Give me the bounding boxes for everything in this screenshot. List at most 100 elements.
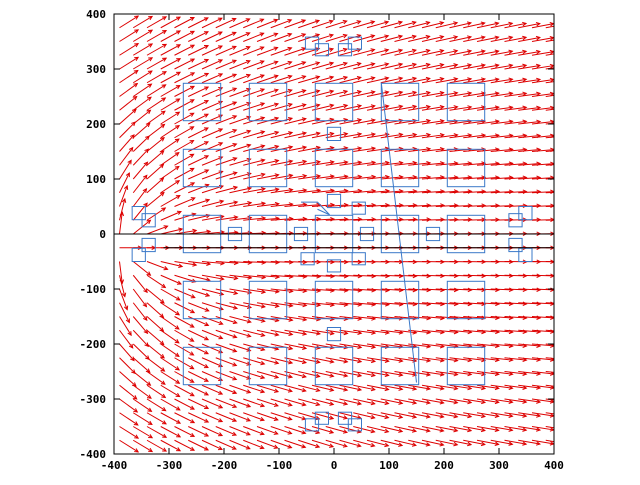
field-arrow-head	[564, 176, 568, 180]
field-arrow-head	[412, 7, 416, 11]
field-arrow	[518, 10, 540, 14]
field-arrow-head	[343, 6, 347, 9]
field-arrow-head	[564, 330, 568, 334]
field-arrow	[340, 454, 361, 460]
field-arrow-head	[301, 458, 305, 461]
field-arrow	[120, 71, 138, 83]
field-arrow	[532, 454, 554, 458]
field-arrow	[133, 3, 152, 14]
field-arrow	[120, 372, 136, 387]
field-arrow	[120, 275, 125, 296]
field-arrow	[147, 330, 164, 344]
field-arrow-head	[246, 5, 250, 8]
field-arrow	[518, 454, 540, 458]
field-arrow-head	[384, 7, 388, 10]
field-arrow	[161, 3, 180, 14]
field-arrow	[188, 4, 208, 14]
field-arrow	[161, 330, 179, 343]
field-arrow-head	[232, 5, 236, 8]
field-arrow	[546, 275, 568, 276]
field-arrow	[298, 454, 319, 461]
field-arrow-head	[564, 23, 568, 27]
large-rectangle	[183, 149, 220, 186]
field-arrow-head	[564, 246, 568, 250]
y-tick-label: 0	[99, 228, 106, 241]
x-tick-label: -300	[156, 459, 183, 472]
field-arrow	[450, 454, 472, 459]
field-arrow	[133, 454, 152, 465]
field-arrow	[147, 275, 165, 287]
x-tick-label: 300	[489, 459, 509, 472]
x-tick-label: -200	[211, 459, 238, 472]
large-rectangle	[249, 149, 286, 186]
field-arrow	[147, 138, 164, 152]
field-arrow-head	[550, 9, 554, 13]
field-arrow	[133, 136, 149, 151]
field-arrow	[120, 97, 137, 111]
field-arrow-head	[260, 459, 264, 462]
field-arrow-head	[564, 106, 568, 110]
y-tick-label: -100	[80, 283, 107, 296]
field-arrow-head	[564, 204, 568, 208]
field-arrow-head	[148, 3, 152, 6]
field-arrow	[147, 192, 164, 206]
field-arrow	[505, 9, 527, 14]
field-arrow	[463, 454, 485, 459]
large-rectangle	[249, 83, 286, 120]
field-arrow	[161, 289, 180, 300]
field-arrow-head	[218, 4, 222, 7]
y-tick-label: -300	[80, 393, 107, 406]
field-arrow	[133, 110, 150, 124]
y-tick-label: 300	[86, 63, 106, 76]
field-arrow-head	[564, 400, 568, 404]
field-arrow	[381, 8, 402, 14]
field-arrow	[147, 289, 164, 303]
x-tick-label: -100	[266, 459, 293, 472]
field-arrow-head	[564, 78, 568, 82]
field-arrow	[546, 220, 568, 221]
field-arrow-head	[453, 8, 457, 12]
field-arrow-head	[564, 316, 568, 320]
field-arrow-head	[536, 9, 540, 13]
field-arrow-head	[564, 64, 568, 68]
large-rectangle	[381, 83, 418, 120]
field-arrow-head	[564, 120, 568, 124]
field-arrow	[147, 344, 164, 358]
field-arrow	[491, 454, 513, 458]
field-arrow-head	[426, 457, 430, 461]
field-arrow	[285, 6, 306, 14]
x-tick-label: 100	[379, 459, 399, 472]
field-arrow	[546, 454, 568, 458]
field-arrow-head	[134, 2, 138, 5]
field-arrow	[367, 8, 388, 14]
field-arrow	[161, 139, 179, 151]
field-arrow-head	[564, 344, 568, 348]
field-arrow	[202, 4, 222, 14]
small-rectangle	[509, 238, 522, 251]
field-arrow-head	[426, 8, 430, 12]
field-arrow	[161, 303, 179, 315]
x-tick-label: 400	[544, 459, 564, 472]
field-arrow	[477, 454, 499, 458]
large-rectangle	[315, 281, 352, 318]
field-arrow	[161, 167, 179, 179]
small-rectangle	[132, 248, 145, 261]
small-rectangle	[348, 37, 361, 49]
field-arrow	[120, 413, 138, 425]
y-tick-label: 100	[86, 173, 106, 186]
large-rectangle	[447, 83, 484, 120]
y-tick-label: -200	[80, 338, 107, 351]
field-arrow-head	[259, 5, 263, 8]
field-arrow-head	[190, 461, 194, 464]
field-arrow	[353, 454, 374, 460]
field-arrow-head	[370, 7, 374, 10]
field-arrow-head	[564, 37, 568, 41]
field-arrow	[120, 399, 138, 412]
field-arrow	[161, 181, 179, 193]
field-arrow	[120, 385, 137, 399]
field-arrow-head	[398, 7, 402, 10]
field-arrow-head	[564, 441, 568, 445]
field-arrow	[133, 344, 149, 359]
